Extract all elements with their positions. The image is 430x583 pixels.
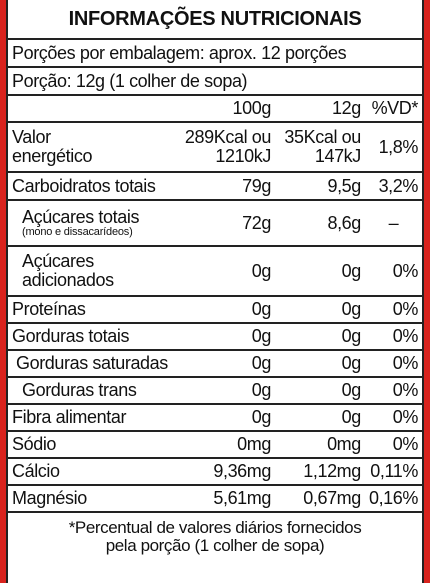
table-row: Magnésio 5,61mg 0,67mg 0,16% — [8, 485, 422, 513]
row-per12: 0g — [275, 296, 365, 324]
servings-per-package: Porções por embalagem: aprox. 12 porções — [8, 40, 422, 68]
row-per100: 5,61mg — [184, 485, 275, 513]
row-vd: 0% — [364, 350, 422, 378]
row-per12: 0g — [275, 350, 365, 378]
row-vd: 0,11% — [364, 458, 422, 486]
nutrition-facts-label: INFORMAÇÕES NUTRICIONAIS Porções por emb… — [6, 0, 424, 583]
carbs-label: Carboidratos totais — [8, 172, 185, 201]
row-per12: 0g — [275, 377, 365, 405]
carbs-per12: 9,5g — [275, 172, 365, 201]
row-per12: 0,67mg — [275, 485, 365, 513]
row-per100: 0g — [184, 296, 275, 324]
added-sugars-label-line1: Açúcares — [22, 251, 94, 271]
row-vd: 0,16% — [364, 485, 422, 513]
table-row: Sódio 0mg 0mg 0% — [8, 431, 422, 459]
energy-label: Valor energético — [8, 122, 185, 173]
table-row: Gorduras trans 0g 0g 0% — [8, 377, 422, 405]
energy-per100-line2: 1210kJ — [215, 146, 271, 166]
sugars-label: Açúcares totais — [22, 207, 140, 227]
footer-line2: pela porção (1 colher de sopa) — [105, 536, 325, 555]
carbs-per100: 79g — [184, 172, 275, 201]
energy-label-line2: energético — [12, 146, 93, 166]
row-label: Gorduras totais — [8, 323, 185, 351]
row-per12: 0mg — [275, 431, 365, 459]
sugars-vd: – — [364, 200, 422, 247]
row-sugars: Açúcares totais (mono e dissacarídeos) 7… — [8, 200, 422, 247]
row-carbs: Carboidratos totais 79g 9,5g 3,2% — [8, 172, 422, 201]
sugars-note: (mono e dissacarídeos) — [22, 226, 133, 238]
energy-per12: 35Kcal ou 147kJ — [275, 122, 365, 173]
header-per100: 100g — [184, 96, 275, 123]
header-empty-cell — [8, 96, 185, 123]
row-label: Proteínas — [8, 296, 185, 324]
row-label: Sódio — [8, 431, 185, 459]
table-row: Gorduras saturadas 0g 0g 0% — [8, 350, 422, 378]
header-per12: 12g — [275, 96, 365, 123]
energy-per12-line2: 147kJ — [314, 146, 361, 166]
table-header-row: 100g 12g %VD* — [8, 96, 422, 123]
energy-per100-line1: 289Kcal ou — [184, 127, 271, 147]
added-sugars-per100: 0g — [184, 246, 275, 297]
nutrition-table: 100g 12g %VD* Valor energético 289Kcal o… — [8, 96, 422, 513]
added-sugars-vd: 0% — [364, 246, 422, 297]
row-per100: 0g — [184, 323, 275, 351]
added-sugars-label: Açúcares adicionados — [8, 246, 185, 297]
added-sugars-label-line2: adicionados — [22, 270, 114, 290]
row-label: Cálcio — [8, 458, 185, 486]
added-sugars-per12: 0g — [275, 246, 365, 297]
energy-vd: 1,8% — [364, 122, 422, 173]
row-per100: 9,36mg — [184, 458, 275, 486]
footer-note: *Percentual de valores diários fornecido… — [8, 513, 422, 555]
row-per100: 0mg — [184, 431, 275, 459]
row-per12: 0g — [275, 404, 365, 432]
carbs-vd: 3,2% — [364, 172, 422, 201]
row-per100: 0g — [184, 404, 275, 432]
sugars-label-cell: Açúcares totais (mono e dissacarídeos) — [8, 200, 185, 247]
serving-size: Porção: 12g (1 colher de sopa) — [8, 68, 422, 96]
sugars-per12: 8,6g — [275, 200, 365, 247]
row-per12: 1,12mg — [275, 458, 365, 486]
row-vd: 0% — [364, 377, 422, 405]
footer-line1: *Percentual de valores diários fornecido… — [68, 518, 362, 537]
table-row: Cálcio 9,36mg 1,12mg 0,11% — [8, 458, 422, 486]
row-vd: 0% — [364, 323, 422, 351]
energy-per100: 289Kcal ou 1210kJ — [184, 122, 275, 173]
row-per100: 0g — [184, 350, 275, 378]
row-added-sugars: Açúcares adicionados 0g 0g 0% — [8, 246, 422, 297]
sugars-per100: 72g — [184, 200, 275, 247]
label-title: INFORMAÇÕES NUTRICIONAIS — [8, 0, 422, 40]
row-vd: 0% — [364, 431, 422, 459]
row-label: Fibra alimentar — [8, 404, 185, 432]
row-vd: 0% — [364, 296, 422, 324]
row-label: Gorduras saturadas — [8, 350, 185, 378]
header-vd: %VD* — [364, 96, 422, 123]
table-row: Proteínas 0g 0g 0% — [8, 296, 422, 324]
row-label: Magnésio — [8, 485, 185, 513]
row-vd: 0% — [364, 404, 422, 432]
row-energy: Valor energético 289Kcal ou 1210kJ 35Kca… — [8, 122, 422, 173]
table-row: Gorduras totais 0g 0g 0% — [8, 323, 422, 351]
table-row: Fibra alimentar 0g 0g 0% — [8, 404, 422, 432]
row-label: Gorduras trans — [8, 377, 185, 405]
energy-label-line1: Valor — [12, 127, 51, 147]
row-per100: 0g — [184, 377, 275, 405]
energy-per12-line1: 35Kcal ou — [284, 127, 361, 147]
row-per12: 0g — [275, 323, 365, 351]
